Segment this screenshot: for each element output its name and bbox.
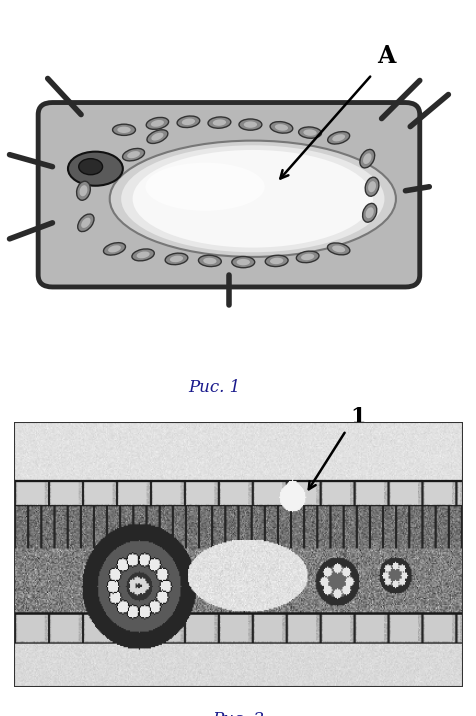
Ellipse shape [108,246,120,253]
Ellipse shape [303,130,316,136]
Ellipse shape [177,116,199,127]
Ellipse shape [359,150,374,168]
FancyBboxPatch shape [38,102,419,287]
Ellipse shape [109,140,395,257]
Text: 1: 1 [350,406,365,427]
Ellipse shape [150,120,164,127]
Ellipse shape [78,214,94,231]
Ellipse shape [121,145,384,252]
Ellipse shape [81,218,90,228]
Ellipse shape [151,132,163,140]
Ellipse shape [198,256,221,266]
Ellipse shape [296,251,318,263]
Ellipse shape [300,253,314,260]
Ellipse shape [112,124,135,135]
Text: Рис. 2: Рис. 2 [212,711,264,716]
Ellipse shape [362,153,371,164]
Ellipse shape [79,185,87,196]
Ellipse shape [365,177,378,196]
Ellipse shape [212,120,226,126]
Text: Рис. 1: Рис. 1 [188,379,240,396]
Ellipse shape [365,208,373,218]
Ellipse shape [132,150,372,248]
Ellipse shape [274,124,288,131]
Ellipse shape [203,258,216,264]
Ellipse shape [327,132,349,144]
Ellipse shape [136,251,149,258]
Ellipse shape [238,119,261,130]
Ellipse shape [79,159,102,175]
Ellipse shape [331,246,345,252]
Ellipse shape [77,181,90,200]
Ellipse shape [147,130,168,143]
Ellipse shape [269,122,292,133]
Ellipse shape [103,243,125,255]
Ellipse shape [117,127,130,133]
Ellipse shape [327,243,349,255]
Ellipse shape [332,134,344,141]
Ellipse shape [269,258,283,264]
Ellipse shape [298,127,321,138]
Ellipse shape [165,253,188,265]
Ellipse shape [243,122,257,127]
Ellipse shape [146,117,168,130]
Ellipse shape [208,117,230,128]
Ellipse shape [231,256,254,268]
Ellipse shape [122,148,144,161]
Ellipse shape [145,163,264,211]
Ellipse shape [236,259,249,266]
Ellipse shape [127,151,139,158]
Ellipse shape [265,256,288,266]
Ellipse shape [367,181,375,193]
Text: A: A [376,44,395,69]
Ellipse shape [169,256,183,262]
Ellipse shape [68,152,123,185]
Ellipse shape [362,203,376,222]
Ellipse shape [181,118,195,125]
Ellipse shape [132,249,154,261]
